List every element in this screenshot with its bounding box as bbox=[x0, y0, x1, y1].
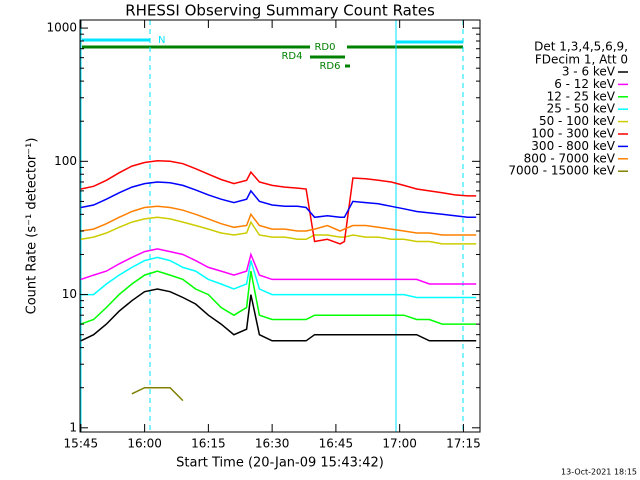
footer: 13-Oct-2021 18:15 bbox=[561, 468, 637, 477]
x-tick-label: 16:15 bbox=[191, 437, 226, 451]
annotation: RD4 bbox=[281, 51, 302, 62]
annotation: RD0 bbox=[314, 42, 335, 53]
series-line bbox=[80, 270, 477, 325]
legend-label: 3 - 6 keV bbox=[562, 65, 616, 79]
legend-label: 7000 - 15000 keV bbox=[508, 164, 615, 178]
legend-label: 100 - 300 keV bbox=[531, 127, 615, 141]
series-line bbox=[80, 248, 477, 285]
series-line bbox=[80, 181, 477, 219]
x-tick-label: 15:45 bbox=[64, 437, 99, 451]
series-line bbox=[80, 216, 477, 245]
legend-label: 800 - 7000 keV bbox=[524, 151, 616, 165]
y-tick-label: 1 bbox=[69, 420, 77, 434]
legend-label: 300 - 800 keV bbox=[531, 139, 615, 153]
y-tick-label: 100 bbox=[54, 154, 77, 168]
legend-header: FDecim 1, Att 0 bbox=[535, 53, 628, 67]
legend-header: Det 1,3,4,5,6,9, bbox=[534, 40, 628, 54]
x-axis-label: Start Time (20-Jan-09 15:43:42) bbox=[176, 456, 384, 471]
legend-label: 25 - 50 keV bbox=[547, 102, 616, 116]
series-line bbox=[80, 256, 477, 299]
y-axis-label: Count Rate (s⁻¹ detector⁻¹) bbox=[25, 138, 40, 315]
x-tick-label: 16:30 bbox=[255, 437, 290, 451]
x-tick-label: 16:45 bbox=[319, 437, 354, 451]
y-tick-label: 10 bbox=[62, 287, 77, 301]
series-line bbox=[80, 288, 477, 342]
x-tick-label: 17:15 bbox=[446, 437, 481, 451]
annotation: N bbox=[158, 35, 165, 46]
chart-title: RHESSI Observing Summary Count Rates bbox=[125, 2, 435, 20]
series-line bbox=[80, 159, 477, 245]
x-tick-label: 17:00 bbox=[382, 437, 417, 451]
state-bars: N RD0 RD4 RD6 bbox=[80, 20, 464, 432]
legend-label: 50 - 100 keV bbox=[539, 114, 616, 128]
legend-label: 12 - 25 keV bbox=[547, 89, 616, 103]
x-tick-label: 16:00 bbox=[127, 437, 162, 451]
annotation: RD6 bbox=[319, 61, 340, 72]
series-line bbox=[80, 205, 477, 236]
series-line bbox=[131, 386, 184, 402]
plot-frame bbox=[79, 19, 481, 433]
y-tick-label: 1000 bbox=[46, 21, 77, 35]
legend-label: 6 - 12 keV bbox=[554, 77, 616, 91]
